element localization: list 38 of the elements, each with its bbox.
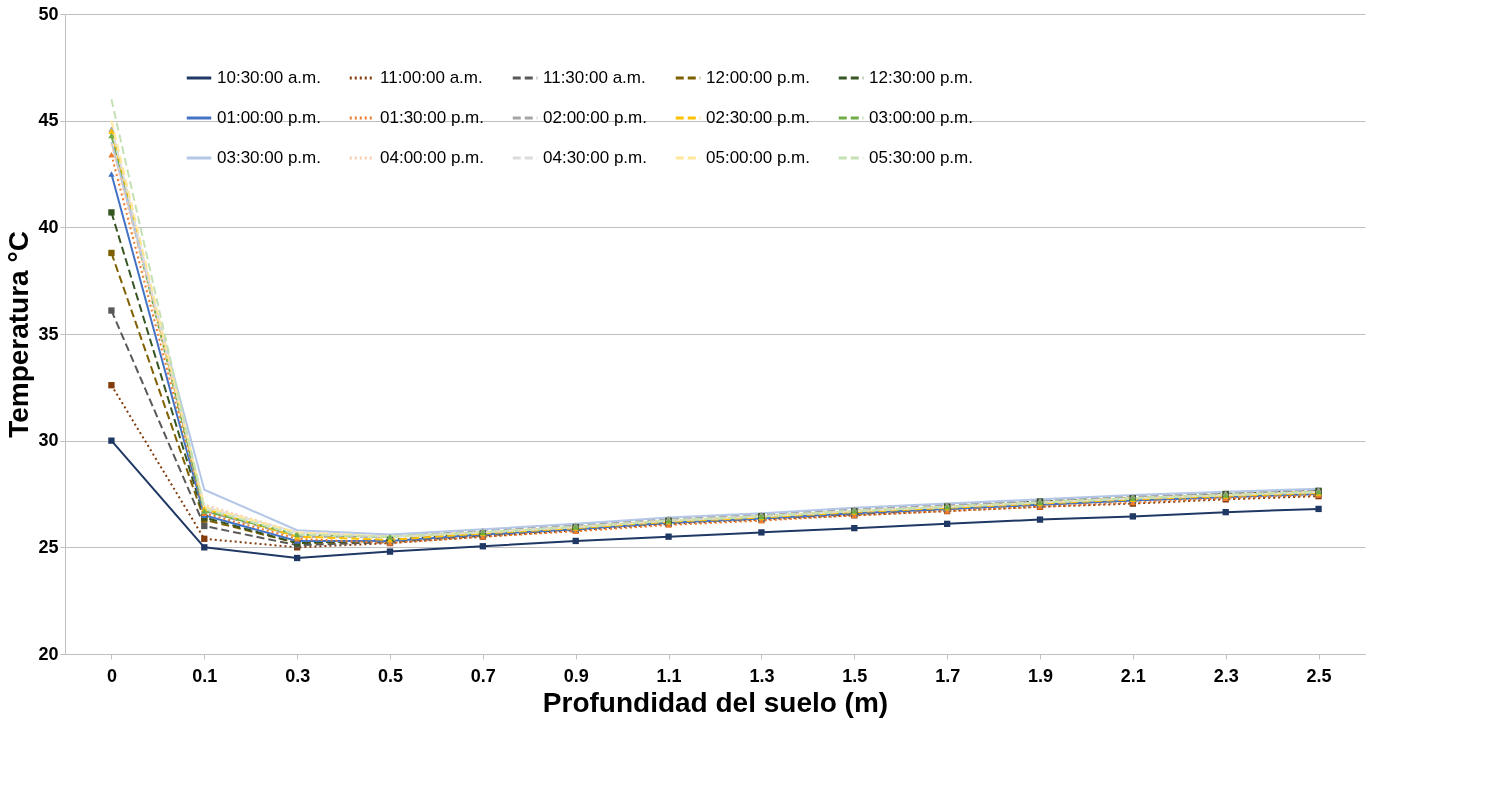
x-tick-label: 0.3 [285, 665, 311, 686]
x-tick-label: 2.1 [1120, 665, 1146, 686]
legend-label: 02:30:00 p.m. [706, 108, 810, 127]
x-tick-label: 2.5 [1306, 665, 1332, 686]
x-tick-label: 0.5 [377, 665, 404, 686]
y-tick-label: 25 [38, 536, 59, 557]
x-tick-label: 1.7 [935, 665, 961, 686]
x-tick-label: 1.3 [749, 665, 775, 686]
legend-label: 01:00:00 p.m. [217, 108, 321, 127]
legend-label: 02:00:00 p.m. [543, 108, 647, 127]
x-tick-label: 0 [106, 665, 117, 686]
y-tick-label: 40 [38, 216, 59, 237]
legend-label: 04:30:00 p.m. [543, 148, 647, 167]
legend-label: 04:00:00 p.m. [380, 148, 484, 167]
legend-label: 12:00:00 p.m. [706, 68, 810, 87]
x-tick-label: 2.3 [1213, 665, 1239, 686]
y-axis-title: Temperatura °C [3, 231, 35, 438]
legend-label: 03:00:00 p.m. [869, 108, 973, 127]
legend-label: 01:30:00 p.m. [380, 108, 484, 127]
legend-label: 10:30:00 a.m. [217, 68, 321, 87]
y-tick-label: 30 [38, 430, 59, 451]
x-tick-label: 0.9 [563, 665, 589, 686]
legend-label: 05:30:00 p.m. [869, 148, 973, 167]
x-axis-title: Profundidad del suelo (m) [542, 686, 889, 718]
legend-label: 12:30:00 p.m. [869, 68, 973, 87]
legend-label: 03:30:00 p.m. [217, 148, 321, 167]
legend-label: 11:00:00 a.m. [380, 68, 483, 87]
x-tick-label: 0.7 [470, 665, 496, 686]
legend-label: 11:30:00 a.m. [543, 68, 646, 87]
y-tick-label: 50 [38, 3, 59, 24]
x-tick-label: 1.5 [842, 665, 868, 686]
y-tick-label: 45 [38, 110, 59, 131]
y-tick-label: 20 [38, 643, 59, 664]
x-tick-label: 1.1 [656, 665, 682, 686]
x-tick-label: 0.1 [192, 665, 218, 686]
x-tick-label: 1.9 [1027, 665, 1054, 686]
y-tick-label: 35 [38, 323, 59, 344]
legend-label: 05:00:00 p.m. [706, 148, 810, 167]
